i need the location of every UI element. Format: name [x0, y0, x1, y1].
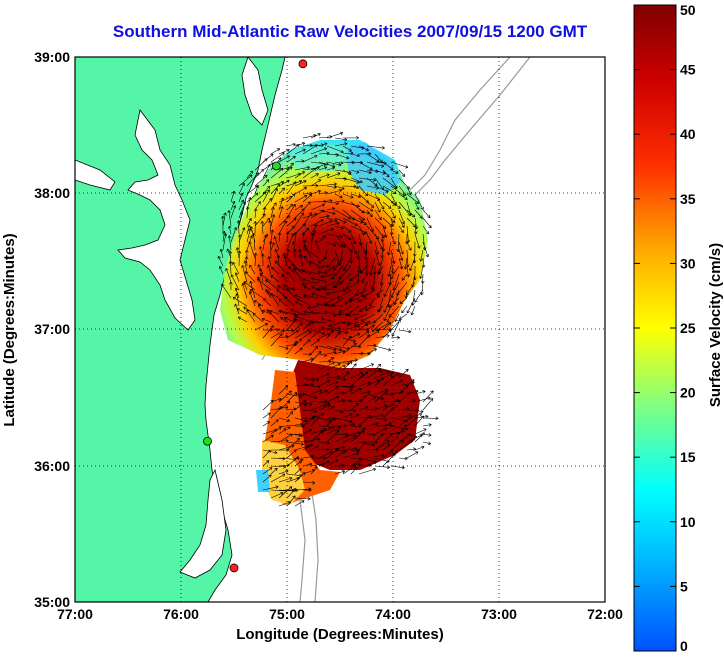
colorbar-tick-label: 0 — [680, 638, 688, 654]
colorbar-tick-label: 5 — [680, 578, 688, 594]
y-tick: 39:00 — [34, 49, 70, 65]
colorbar-tick-label: 25 — [680, 320, 696, 336]
colorbar-label: Surface Velocity (cm/s) — [707, 243, 724, 407]
y-tick: 36:00 — [34, 458, 70, 474]
velocity-region-southwest-cyan — [256, 470, 270, 492]
velocity-arrows — [217, 131, 439, 507]
colorbar-tick-label: 10 — [680, 514, 696, 530]
colorbar-tick-label: 50 — [680, 2, 696, 18]
y-tick: 38:00 — [34, 185, 70, 201]
station-hatteras — [229, 563, 239, 573]
colorbar-tick-label: 20 — [680, 385, 696, 401]
y-tick: 37:00 — [34, 321, 70, 337]
x-tick-labels: 77:00 76:00 75:00 74:00 73:00 72:00 — [57, 606, 623, 622]
station-markers — [203, 59, 308, 573]
x-tick: 72:00 — [587, 606, 623, 622]
station-north — [298, 59, 308, 69]
velocity-field — [217, 131, 439, 507]
x-tick: 76:00 — [163, 606, 199, 622]
plot-frame — [74, 56, 606, 603]
grid-lines — [75, 57, 605, 602]
y-axis-label: Latitude (Degrees:Minutes) — [1, 233, 18, 426]
x-tick: 75:00 — [269, 606, 305, 622]
colorbar-tick-label: 45 — [680, 62, 696, 78]
velocity-region-north — [220, 140, 428, 368]
x-tick: 73:00 — [481, 606, 517, 622]
colorbar — [633, 4, 677, 652]
colorbar-tick-label: 35 — [680, 191, 696, 207]
bay-inlet — [75, 159, 116, 191]
x-tick: 77:00 — [57, 606, 93, 622]
pamlico-sound — [179, 468, 227, 579]
velocity-arrow-set — [217, 131, 439, 507]
station-duck — [203, 436, 212, 446]
velocity-region-north-cyan — [290, 145, 350, 172]
chesapeake-bay — [117, 109, 196, 331]
x-axis-label: Longitude (Degrees:Minutes) — [236, 626, 444, 643]
colorbar-tick-label: 40 — [680, 126, 696, 142]
colorbar-tick-label: 30 — [680, 255, 696, 271]
station-capemay — [271, 161, 281, 171]
y-tick-labels: 39:00 38:00 37:00 36:00 35:00 — [34, 49, 70, 610]
colorbar-tick-label: 15 — [680, 449, 696, 465]
x-tick: 74:00 — [375, 606, 411, 622]
y-tick: 35:00 — [34, 594, 70, 610]
delaware-bay — [241, 57, 269, 126]
map-title: Southern Mid-Atlantic Raw Velocities 200… — [112, 22, 588, 41]
